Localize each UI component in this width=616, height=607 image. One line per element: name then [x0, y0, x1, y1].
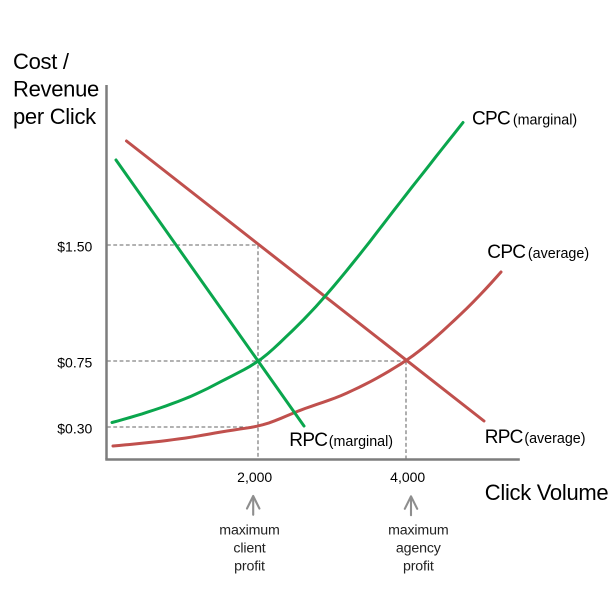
svg-text:RPC(marginal): RPC(marginal): [289, 430, 393, 451]
svg-text:RPC(average): RPC (average): [485, 427, 586, 448]
svg-text:Click Volume: Click Volume: [485, 480, 609, 505]
svg-text:CPC(marginal): CPC (marginal): [472, 109, 577, 130]
svg-text:client: client: [233, 540, 265, 556]
svg-text:2,000: 2,000: [237, 469, 272, 485]
svg-text:CPC(average): CPC (average): [487, 242, 589, 263]
svg-text:profit: profit: [403, 558, 434, 574]
svg-text:$1.50: $1.50: [57, 239, 92, 255]
svg-text:Revenue: Revenue: [13, 77, 99, 102]
svg-text:Cost /: Cost /: [13, 49, 70, 74]
svg-text:maximum: maximum: [388, 523, 448, 539]
svg-text:$0.75: $0.75: [57, 355, 92, 371]
svg-text:profit: profit: [234, 558, 265, 574]
svg-text:maximum: maximum: [219, 523, 279, 539]
svg-text:$0.30: $0.30: [57, 421, 92, 437]
svg-text:per Click: per Click: [13, 104, 97, 129]
svg-text:agency: agency: [396, 540, 442, 556]
svg-text:4,000: 4,000: [390, 469, 425, 485]
